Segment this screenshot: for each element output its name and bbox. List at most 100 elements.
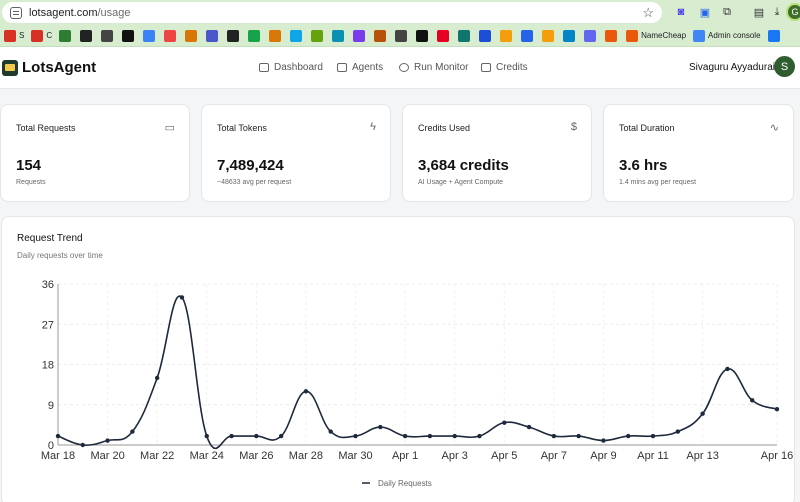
logo-icon[interactable] [2, 60, 18, 76]
stat-title: Total Tokens [217, 123, 267, 133]
request-trend-chart[interactable]: 0 9 18 27 36 Mar 18 Mar 20 Mar 22 Mar 24 Mar 26 Ma… [2, 217, 796, 502]
x-tick-label: Mar 26 [239, 450, 273, 462]
bookmark-item[interactable] [500, 29, 514, 43]
gmail-icon [31, 29, 44, 42]
bookmark-item[interactable]: Admin console [693, 29, 761, 43]
message-icon: ▭ [164, 122, 175, 134]
bookmark-item[interactable] [101, 29, 115, 43]
bookmark-item[interactable] [605, 29, 619, 43]
letter-icon [563, 29, 576, 42]
bookmark-item[interactable] [767, 29, 782, 43]
x-tick-label: Apr 5 [491, 450, 517, 462]
bookmark-item[interactable] [563, 29, 577, 43]
letter-icon [332, 29, 345, 42]
bookmark-item[interactable] [542, 29, 556, 43]
card-icon [481, 63, 491, 72]
nav-label: Credits [496, 62, 528, 73]
extension-icon[interactable]: ◙ [677, 6, 685, 18]
data-point [452, 433, 457, 439]
bookmark-item[interactable] [458, 29, 472, 43]
letter-icon [269, 29, 282, 42]
brand-name[interactable]: LotsAgent [22, 59, 97, 76]
data-point [725, 366, 730, 372]
y-tick-label: 27 [42, 319, 54, 331]
facebook-icon [767, 29, 780, 42]
pinterest-icon [437, 29, 450, 42]
activity-icon: ∿ [769, 122, 779, 134]
circle-icon [395, 29, 408, 42]
data-point [80, 442, 85, 448]
data-point [551, 433, 557, 439]
letter-icon [248, 29, 261, 42]
bookmark-item[interactable] [584, 29, 598, 43]
bookmark-item[interactable] [416, 29, 430, 43]
puzzle-icon[interactable]: ⧉ [723, 5, 731, 18]
site-settings-icon[interactable] [10, 6, 22, 19]
chart-subtitle: Daily requests over time [17, 251, 103, 260]
data-point [229, 433, 234, 439]
bookmark-item[interactable] [290, 29, 304, 43]
letter-icon [290, 29, 303, 42]
bookmark-item[interactable] [80, 29, 94, 43]
data-point [700, 411, 705, 416]
bird-icon [143, 29, 156, 42]
letter-icon [374, 29, 387, 42]
bookmark-item[interactable] [122, 29, 136, 43]
user-avatar[interactable]: S [774, 56, 795, 77]
bookmark-item[interactable] [248, 29, 262, 43]
stat-title: Credits Used [418, 123, 471, 133]
media-icon[interactable]: ▤ [753, 6, 765, 19]
bookmark-item[interactable] [59, 29, 73, 43]
stat-card-credits-used: Credits Used $ 3,684 credits AI Usage + … [402, 104, 592, 202]
bookmark-item[interactable] [185, 29, 199, 43]
profile-avatar[interactable]: G [786, 3, 800, 21]
bookmark-item[interactable] [353, 29, 367, 43]
x-tick-label: Mar 22 [140, 450, 174, 462]
bot-icon [337, 63, 347, 72]
bookmark-item[interactable] [269, 29, 283, 43]
stat-card-total-duration: Total Duration ∿ 3.6 hrs 1.4 mins avg pe… [603, 104, 794, 202]
bookmark-star-icon[interactable]: ☆ [642, 5, 654, 20]
bookmark-item[interactable] [437, 29, 451, 43]
y-tick-label: 36 [42, 279, 54, 291]
data-point [526, 424, 532, 430]
x-tick-label: Apr 9 [590, 450, 616, 462]
terminal-icon [80, 29, 93, 42]
radio-icon [399, 63, 409, 72]
bookmark-label: S [19, 31, 25, 40]
bookmark-item[interactable]: S [4, 29, 24, 43]
bookmark-item[interactable] [479, 29, 493, 43]
x-icon [416, 29, 429, 42]
stat-value: 3,684 credits [418, 157, 509, 174]
data-point [576, 433, 581, 439]
stat-subtext: ~48633 avg per request [217, 179, 292, 186]
extension-icon[interactable]: ▣ [699, 6, 711, 19]
bookmark-item[interactable] [311, 29, 325, 43]
bookmark-item[interactable] [206, 29, 220, 43]
x-tick-label: Mar 24 [190, 450, 224, 462]
bookmark-item[interactable] [374, 29, 388, 43]
data-point [254, 433, 259, 439]
nav-agents[interactable]: Agents [337, 62, 383, 73]
nav-run-monitor[interactable]: Run Monitor [399, 62, 468, 73]
bookmark-item[interactable] [227, 29, 241, 43]
nav-credits[interactable]: Credits [481, 62, 528, 73]
bookmark-item[interactable]: NameCheap [626, 29, 686, 43]
downloads-icon[interactable]: ⤓ [774, 5, 780, 18]
bookmark-item[interactable] [164, 29, 178, 43]
x-tick-label: Apr 3 [442, 450, 468, 462]
x-tick-label: Apr 13 [686, 450, 718, 462]
bookmark-item[interactable] [332, 29, 346, 43]
nav-dashboard[interactable]: Dashboard [259, 62, 323, 73]
address-bar[interactable]: lotsagent.com/usage ☆ [2, 2, 662, 23]
letter-icon [227, 29, 240, 42]
bookmark-item[interactable] [395, 29, 409, 43]
data-point [55, 433, 61, 439]
bookmark-item[interactable]: C [31, 29, 52, 43]
bookmark-item[interactable] [521, 29, 535, 43]
user-name[interactable]: Sivaguru Ayyadurai [689, 62, 775, 73]
bookmark-label: Admin console [708, 31, 761, 40]
google-icon [693, 29, 706, 42]
bookmark-item[interactable] [143, 29, 157, 43]
letter-icon [353, 29, 366, 42]
